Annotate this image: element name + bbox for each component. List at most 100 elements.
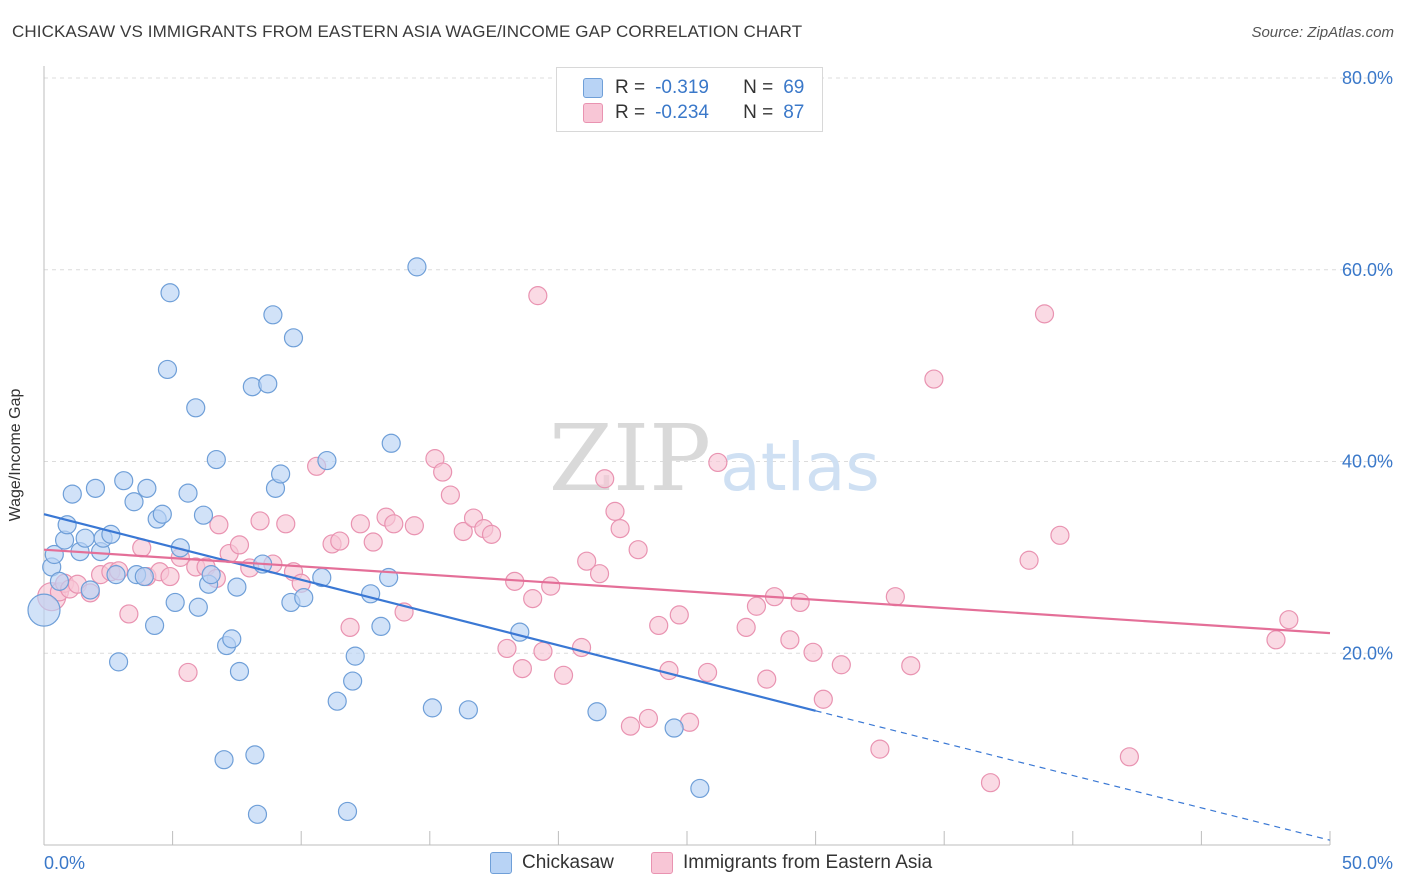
data-point-chickasaw (101, 524, 121, 544)
watermark-zip: ZIP (549, 405, 711, 512)
data-point-eastern-asia (870, 739, 890, 759)
data-point-eastern-asia (708, 452, 728, 473)
data-point-eastern-asia (340, 617, 360, 637)
trend-line-eastern-asia (43, 548, 1331, 635)
series-legend: Chickasaw Immigrants from Eastern Asia (0, 852, 1406, 878)
data-point-chickasaw (214, 750, 234, 770)
data-point-eastern-asia (250, 511, 270, 531)
y-tick-label: 60.0% (1342, 260, 1393, 280)
data-point-chickasaw (343, 671, 363, 691)
data-point-chickasaw (85, 478, 106, 498)
chart-title: CHICKASAW VS IMMIGRANTS FROM EASTERN ASI… (12, 22, 803, 41)
legend-n-value: 69 (783, 77, 805, 98)
data-point-eastern-asia (1266, 630, 1286, 650)
data-point-eastern-asia (595, 469, 615, 489)
data-point-eastern-asia (628, 540, 648, 560)
data-point-eastern-asia (757, 669, 777, 689)
data-point-eastern-asia (746, 596, 767, 616)
data-point-chickasaw (62, 484, 82, 504)
legend-r-value: -0.319 (655, 77, 709, 98)
data-point-eastern-asia (433, 462, 453, 482)
watermark-atlas: atlas (720, 429, 880, 506)
data-point-eastern-asia (831, 655, 851, 675)
data-point-chickasaw (49, 571, 70, 591)
data-point-chickasaw (193, 505, 214, 525)
data-point-chickasaw (345, 646, 365, 666)
legend-n-value: 87 (783, 102, 805, 123)
data-point-chickasaw (206, 449, 226, 470)
data-point-chickasaw (407, 257, 427, 277)
data-point-eastern-asia (119, 604, 139, 624)
data-point-eastern-asia (605, 501, 625, 521)
data-point-eastern-asia (209, 515, 229, 535)
data-point-eastern-asia (276, 514, 296, 534)
data-point-eastern-asia (330, 531, 350, 551)
series-legend-label: Chickasaw (522, 852, 614, 873)
data-point-eastern-asia (638, 708, 659, 729)
data-point-chickasaw (587, 702, 607, 722)
data-point-eastern-asia (620, 716, 641, 736)
trend-line-chickasaw-extension (815, 710, 1331, 841)
data-point-eastern-asia (481, 524, 502, 544)
data-point-eastern-asia (901, 656, 921, 676)
data-point-eastern-asia (780, 630, 800, 650)
data-point-eastern-asia (384, 514, 404, 534)
data-point-eastern-asia (736, 617, 756, 637)
data-point-eastern-asia (669, 605, 689, 625)
data-point-chickasaw (124, 492, 144, 512)
data-point-chickasaw (160, 283, 180, 303)
data-point-eastern-asia (440, 485, 460, 505)
data-point-eastern-asia (924, 369, 944, 389)
data-point-chickasaw (245, 745, 265, 765)
data-point-chickasaw (186, 398, 206, 418)
data-point-eastern-asia (790, 592, 810, 613)
data-point-eastern-asia (659, 660, 679, 681)
data-point-chickasaw (271, 464, 291, 484)
data-point-chickasaw (337, 801, 358, 822)
axes (43, 66, 1331, 846)
data-point-eastern-asia (980, 773, 1001, 793)
y-tick-label: 20.0% (1342, 643, 1393, 663)
data-point-eastern-asia (1019, 550, 1039, 570)
data-point-eastern-asia (497, 638, 517, 659)
correlation-legend: R = -0.319 N = 69 R = -0.234 N = 87 (556, 67, 823, 132)
x-tick-label: 0.0% (44, 853, 85, 873)
watermark: ZIP atlas (549, 405, 880, 512)
data-point-chickasaw (263, 305, 283, 325)
y-tick-label: 80.0% (1342, 68, 1393, 88)
data-point-chickasaw (178, 483, 198, 503)
data-point-chickasaw (152, 504, 172, 524)
data-point-chickasaw (317, 450, 337, 471)
data-point-eastern-asia (1050, 525, 1070, 545)
data-point-chickasaw (201, 565, 221, 585)
data-point-eastern-asia (350, 514, 370, 534)
data-point-eastern-asia (404, 516, 424, 536)
legend-r-label: R = (615, 77, 646, 98)
data-point-eastern-asia (1279, 610, 1299, 630)
y-tick-label: 40.0% (1342, 452, 1393, 472)
data-point-eastern-asia (533, 641, 553, 661)
data-point-chickasaw (134, 566, 154, 587)
data-point-eastern-asia (610, 519, 630, 539)
data-point-eastern-asia (813, 689, 833, 709)
series-legend-eastern-asia: Immigrants from Eastern Asia (651, 852, 932, 874)
data-point-chickasaw (108, 652, 129, 672)
data-point-chickasaw (27, 593, 61, 627)
data-point-chickasaw (114, 471, 134, 491)
data-point-chickasaw (137, 478, 157, 498)
data-point-eastern-asia (229, 535, 250, 555)
legend-r-label: R = (615, 102, 646, 123)
series-legend-chickasaw: Chickasaw (490, 852, 614, 874)
data-point-eastern-asia (528, 286, 548, 306)
data-point-eastern-asia (803, 642, 823, 662)
data-point-eastern-asia (541, 576, 561, 596)
series-legend-label: Immigrants from Eastern Asia (683, 852, 933, 873)
data-point-chickasaw (422, 698, 442, 718)
data-point-chickasaw (222, 629, 242, 649)
x-tick-label: 50.0% (1342, 853, 1393, 873)
data-point-eastern-asia (589, 564, 610, 584)
data-point-chickasaw (80, 580, 100, 600)
data-point-chickasaw (458, 700, 478, 720)
series-swatch-pink (651, 852, 673, 874)
